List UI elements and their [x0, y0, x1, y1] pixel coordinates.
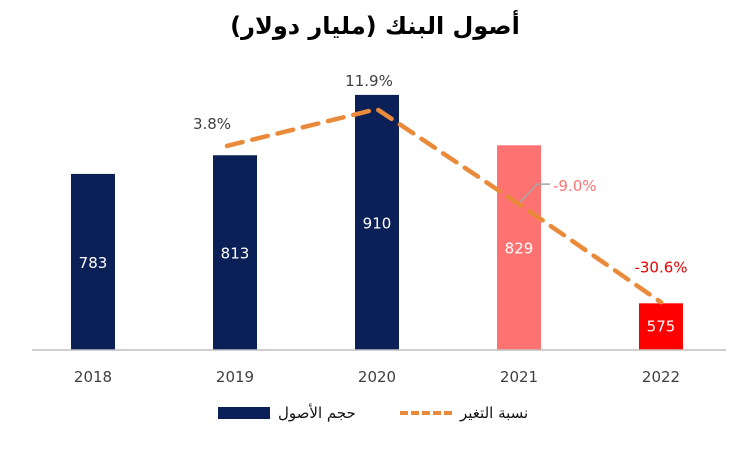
- bar-value-label-2020: 910: [363, 214, 392, 232]
- bar-value-label-2019: 813: [221, 245, 250, 263]
- change-label-2019: 3.8%: [193, 115, 231, 133]
- legend-item-change: نسبة التغير: [400, 404, 528, 422]
- change-line: [224, 106, 664, 305]
- bar-2021: [497, 145, 541, 350]
- change-line-group: 3.8% 11.9% -9.0% -30.6%: [193, 72, 688, 305]
- legend-bar-swatch: [218, 407, 270, 419]
- bar-2018: [71, 173, 115, 350]
- x-tick-2020: 2020: [358, 368, 396, 386]
- x-tick-2021: 2021: [500, 368, 538, 386]
- legend-item-assets: حجم الأصول: [218, 404, 356, 422]
- legend: حجم الأصول نسبة التغير: [0, 404, 750, 430]
- bar-2020: [355, 94, 399, 350]
- chart-title: أصول البنك (مليار دولار): [230, 12, 520, 40]
- legend-label-assets: حجم الأصول: [278, 404, 356, 422]
- change-label-2020: 11.9%: [345, 72, 393, 90]
- bar-value-label-2022: 575: [647, 317, 676, 335]
- bar-group: [71, 94, 683, 350]
- x-tick-2022: 2022: [642, 368, 680, 386]
- bar-value-label-2018: 783: [79, 254, 108, 272]
- label-leader-line: [519, 183, 550, 203]
- x-tick-group: 2018 2019 2020 2021 2022: [74, 368, 680, 386]
- change-label-2022: -30.6%: [634, 258, 687, 276]
- bar-label-group: 783 813 910 829 575: [79, 214, 676, 335]
- x-tick-2018: 2018: [74, 368, 112, 386]
- x-tick-2019: 2019: [216, 368, 254, 386]
- legend-label-change: نسبة التغير: [460, 404, 529, 422]
- bar-value-label-2021: 829: [505, 240, 534, 258]
- bar-2019: [213, 155, 257, 350]
- legend-line-swatch: [400, 411, 452, 415]
- bar-2022: [639, 303, 683, 350]
- change-label-2021: -9.0%: [553, 177, 597, 195]
